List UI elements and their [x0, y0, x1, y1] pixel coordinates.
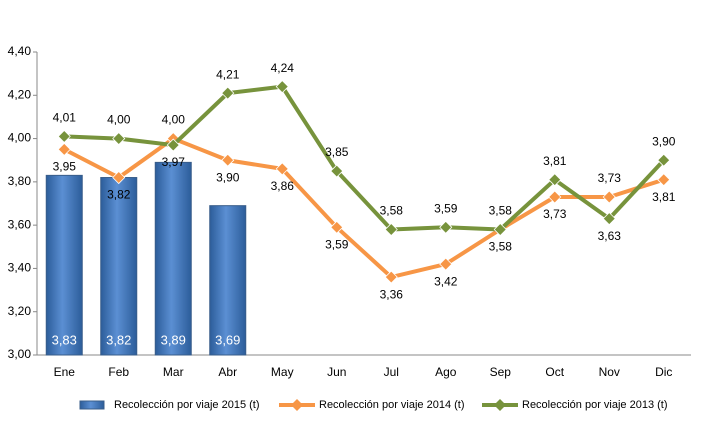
- x-tick-label: Feb: [108, 365, 129, 379]
- marker: [657, 153, 671, 167]
- marker: [112, 132, 126, 146]
- marker: [275, 162, 289, 176]
- data-label: 4,00: [107, 113, 131, 127]
- x-tick-label: Oct: [545, 365, 564, 379]
- data-label: 3,58: [489, 240, 513, 254]
- data-label: 3,63: [598, 229, 622, 243]
- marker: [330, 220, 344, 234]
- marker: [384, 222, 398, 237]
- bar-label: 3,69: [215, 332, 240, 347]
- data-label: 3,90: [216, 170, 240, 184]
- marker: [221, 153, 235, 167]
- y-tick-label: 4,20: [8, 87, 32, 101]
- x-tick-label: Jun: [327, 365, 346, 379]
- marker: [548, 190, 562, 204]
- marker: [548, 173, 562, 187]
- legend-label: Recolección por viaje 2015 (t): [114, 399, 260, 411]
- line: [63, 136, 665, 280]
- marker: [275, 80, 289, 94]
- marker: [112, 170, 126, 185]
- data-label: 3,82: [107, 188, 131, 202]
- bar: [209, 205, 247, 356]
- marker: [493, 222, 507, 237]
- x-tick-label: Sep: [490, 365, 512, 379]
- y-tick-label: 3,80: [8, 174, 32, 188]
- bar: [45, 174, 83, 356]
- x-tick-label: Ene: [54, 365, 76, 379]
- data-label: 3,36: [380, 287, 404, 301]
- marker: [657, 173, 671, 187]
- marker: [57, 129, 71, 143]
- data-label: 3,86: [271, 179, 295, 193]
- marker: [602, 190, 616, 204]
- x-tick-label: Jul: [384, 365, 399, 379]
- data-label: 3,81: [543, 154, 567, 168]
- data-label: 3,59: [325, 237, 349, 251]
- data-label: 3,58: [380, 204, 404, 218]
- legend-marker: [494, 399, 506, 411]
- data-label: 3,81: [652, 190, 676, 204]
- data-label: 3,97: [162, 155, 186, 169]
- y-tick-label: 3,00: [8, 347, 32, 361]
- bar-label: 3,89: [161, 332, 186, 347]
- bar: [154, 161, 192, 356]
- data-label: 3,58: [489, 204, 513, 218]
- y-tick-label: 4,00: [8, 131, 32, 145]
- x-tick-label: Mar: [163, 365, 184, 379]
- legend-label: Recolección por viaje 2013 (t): [522, 399, 668, 411]
- marker: [439, 257, 453, 271]
- marker: [57, 142, 71, 156]
- legend-marker: [291, 399, 303, 411]
- data-label: 3,73: [598, 171, 622, 185]
- y-tick-label: 4,40: [8, 44, 32, 58]
- line: [64, 84, 666, 232]
- marker: [439, 220, 453, 234]
- bar: [100, 177, 138, 356]
- marker: [221, 86, 235, 100]
- marker: [384, 270, 398, 284]
- y-tick-label: 3,40: [8, 261, 32, 275]
- bar-label: 3,83: [52, 332, 77, 347]
- y-tick-label: 3,20: [8, 304, 32, 318]
- data-label: 4,01: [53, 111, 77, 125]
- x-tick-label: Abr: [218, 365, 237, 379]
- data-label: 3,90: [652, 134, 676, 148]
- legend-label: Recolección por viaje 2014 (t): [319, 399, 465, 411]
- x-tick-label: Ago: [435, 365, 457, 379]
- data-label: 3,95: [53, 160, 77, 174]
- marker: [602, 212, 616, 226]
- data-label: 3,59: [434, 201, 458, 215]
- bar-label: 3,82: [106, 332, 131, 347]
- x-tick-label: Nov: [599, 365, 620, 379]
- data-label: 4,21: [216, 67, 240, 81]
- x-tick-label: Dic: [655, 365, 672, 379]
- data-label: 3,85: [325, 145, 349, 159]
- marker: [166, 138, 180, 152]
- marker: [330, 164, 344, 178]
- legend-swatch: [79, 400, 105, 410]
- y-tick-label: 3,60: [8, 217, 32, 231]
- data-label: 4,24: [271, 61, 295, 75]
- data-label: 3,42: [434, 274, 458, 288]
- x-tick-label: May: [271, 365, 294, 379]
- data-label: 3,73: [543, 207, 567, 221]
- data-label: 4,00: [162, 113, 186, 127]
